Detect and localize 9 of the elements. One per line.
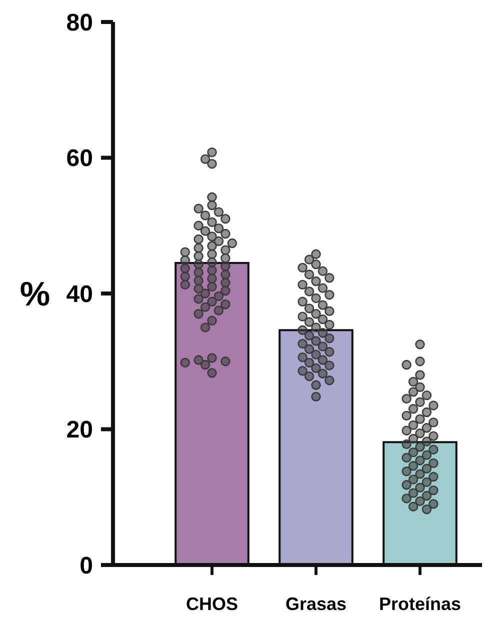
y-tick-label: 80 [66, 9, 93, 36]
x-tick-label: Grasas [285, 594, 347, 614]
y-tick-label: 20 [66, 416, 93, 444]
y-tick-label: 0 [80, 552, 93, 580]
x-tick-label: Proteínas [378, 594, 462, 614]
y-axis-title: % [20, 275, 50, 314]
y-tick-label: 60 [66, 145, 93, 172]
y-tick-label: 40 [66, 280, 93, 308]
x-tick-label: CHOS [186, 594, 238, 614]
